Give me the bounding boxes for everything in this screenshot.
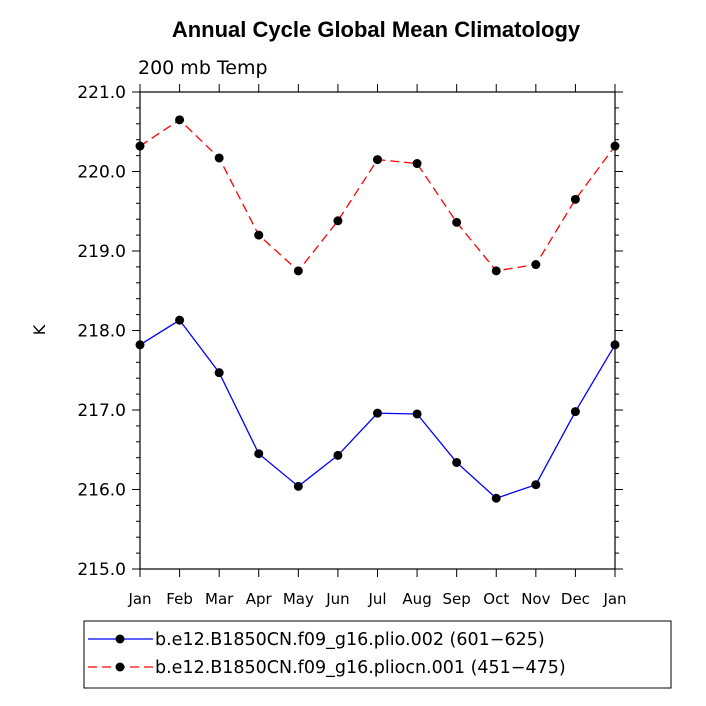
x-tick-label: Mar <box>205 590 234 608</box>
y-tick-label: 216.0 <box>77 481 126 501</box>
data-point <box>412 409 422 419</box>
data-point <box>570 407 580 417</box>
data-point <box>531 480 541 490</box>
data-point <box>412 159 422 169</box>
x-tick-label: Sep <box>443 590 471 608</box>
data-point <box>254 449 264 459</box>
data-point <box>531 260 541 270</box>
x-tick-label: Jan <box>127 590 151 608</box>
y-tick-label: 215.0 <box>77 560 126 580</box>
x-tick-label: Jul <box>367 590 386 608</box>
legend-marker <box>115 634 125 644</box>
series-line-2 <box>139 118 616 272</box>
series-group <box>135 115 620 503</box>
y-tick-label: 218.0 <box>77 322 126 342</box>
data-point <box>175 115 185 125</box>
x-tick-label: May <box>283 590 314 608</box>
data-point <box>135 340 145 350</box>
data-point <box>491 266 501 276</box>
data-point <box>214 368 224 378</box>
y-axis-label: K <box>30 324 49 335</box>
y-tick-label: 217.0 <box>77 401 126 421</box>
y-tick-label: 219.0 <box>77 242 126 262</box>
data-point <box>175 315 185 325</box>
x-tick-label: Feb <box>166 590 193 608</box>
chart-subtitle: 200 mb Temp <box>138 57 268 79</box>
x-tick-labels: Jan Feb Mar Apr May Jun Jul Aug Sep Oct Nov Dec Jan <box>127 590 626 608</box>
data-point <box>293 266 303 276</box>
legend-box <box>83 620 672 689</box>
y-tick-label: 220.0 <box>77 163 126 183</box>
legend-label-1: b.e12.B1850CN.f09_g16.plio.002 (601−625) <box>155 630 545 650</box>
x-tick-label: Aug <box>402 590 431 608</box>
data-point <box>452 457 462 467</box>
data-point <box>333 216 343 226</box>
x-tick-label: Oct <box>483 590 509 608</box>
data-point <box>610 141 620 151</box>
y-tick-label: 221.0 <box>77 83 126 103</box>
chart-title: Annual Cycle Global Mean Climatology <box>172 17 581 42</box>
data-point <box>373 408 382 418</box>
x-tick-label: Dec <box>561 590 590 608</box>
x-tick-label: Apr <box>246 590 273 608</box>
y-tick-labels: 215.0 216.0 217.0 218.0 219.0 220.0 221.0 <box>77 83 126 580</box>
x-tick-label: Jun <box>325 590 349 608</box>
data-point <box>333 450 343 460</box>
data-point <box>293 481 303 491</box>
data-point <box>452 217 462 227</box>
data-point <box>610 340 620 350</box>
axis-ticks <box>132 84 623 577</box>
data-point <box>135 141 145 151</box>
x-tick-label: Jan <box>602 590 626 608</box>
data-point <box>373 155 382 165</box>
legend: b.e12.B1850CN.f09_g16.plio.002 (601−625)… <box>88 630 566 678</box>
data-point <box>570 194 580 204</box>
x-tick-label: Nov <box>521 590 550 608</box>
legend-label-2: b.e12.B1850CN.f09_g16.pliocn.001 (451−47… <box>155 658 566 678</box>
data-point <box>491 493 501 503</box>
legend-marker <box>115 662 125 672</box>
data-point <box>214 153 224 163</box>
data-point <box>254 230 264 240</box>
